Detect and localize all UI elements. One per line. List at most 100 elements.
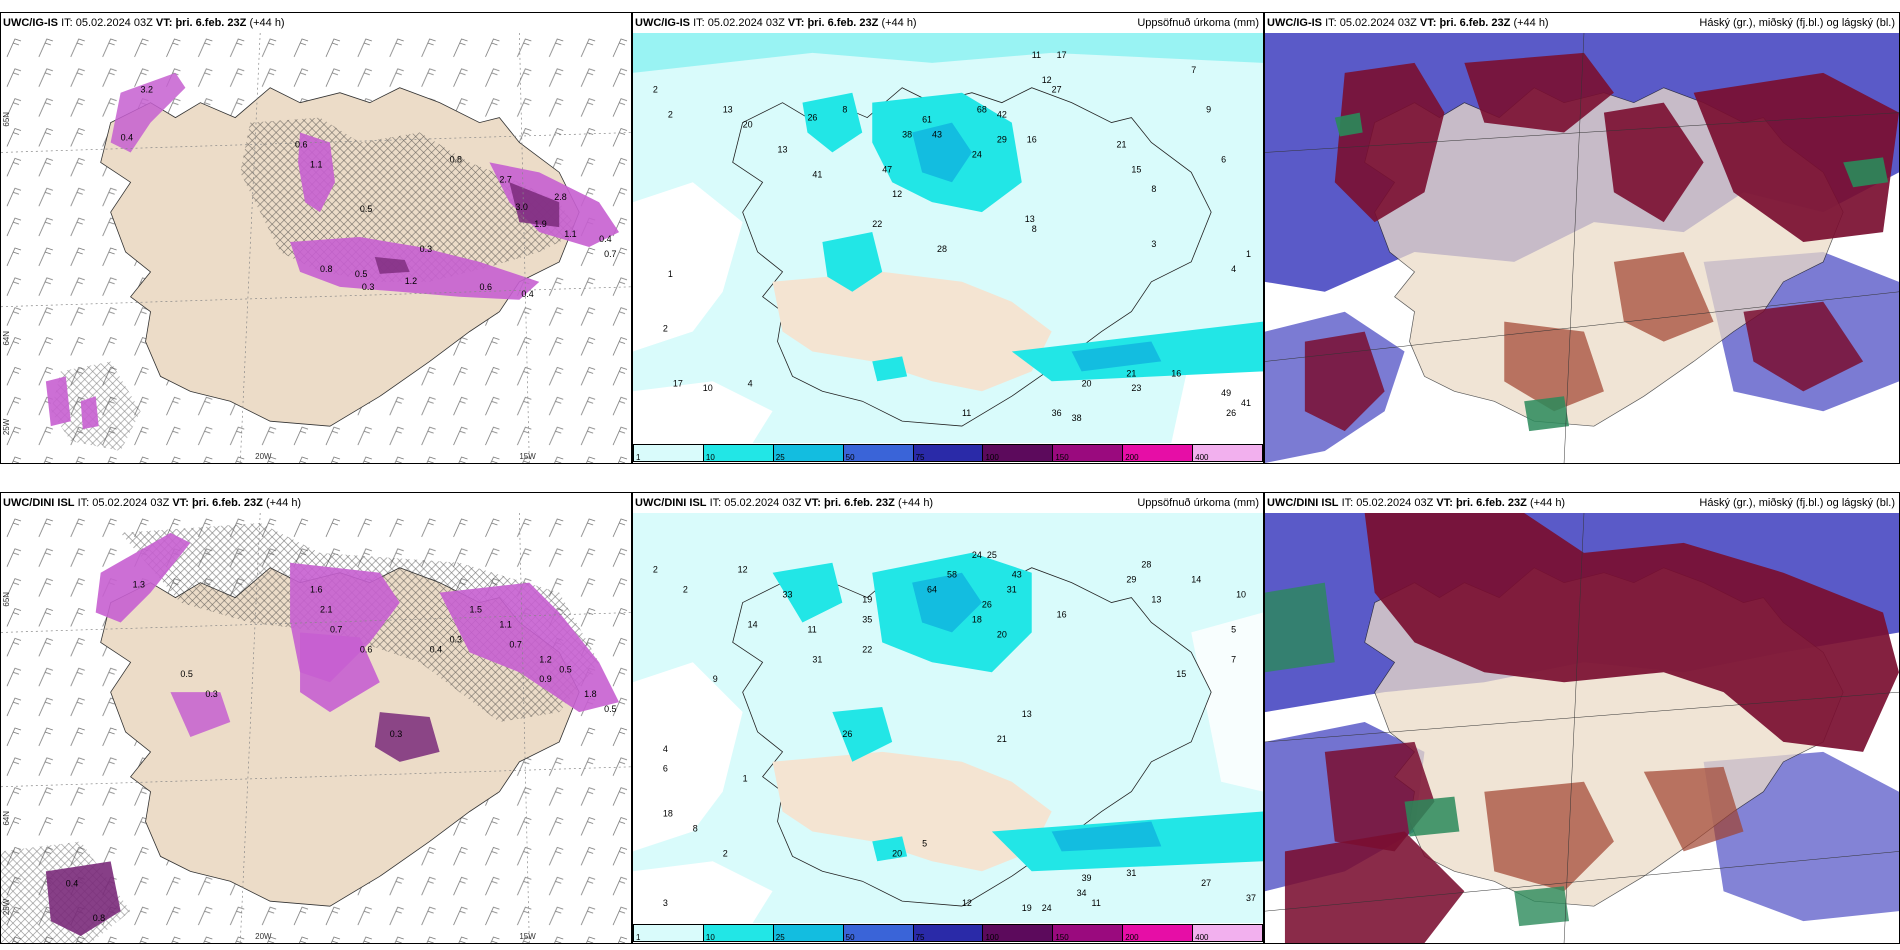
lon-label-20w: 20W	[255, 932, 272, 941]
precip-label: 20	[1082, 378, 1092, 388]
precip-label: 8	[693, 823, 698, 833]
precip-label: 41	[1241, 398, 1251, 408]
precip-label: 8	[1032, 224, 1037, 234]
precip-label: 22	[862, 644, 872, 654]
precip-label: 24	[972, 550, 982, 560]
snow-label: 1.3	[133, 580, 145, 590]
legend-tick: 400	[1195, 453, 1209, 462]
precip-label: 21	[1126, 368, 1136, 378]
precip-label: 26	[982, 600, 992, 610]
panel-title: UWC/DINI ISL IT: 05.02.2024 03Z VT: þri.…	[633, 493, 1263, 513]
precip-label: 35	[862, 614, 872, 624]
snow-label: 1.8	[584, 689, 596, 699]
panel-title: UWC/DINI ISL IT: 05.02.2024 03Z VT: þri.…	[1, 493, 631, 513]
snow-label: 0.5	[180, 669, 192, 679]
precip-map-svg: 2 2 12 33 14 11 19 35 64 58 24 25 43 31 …	[633, 513, 1263, 923]
precip-label: 19	[862, 595, 872, 605]
precip-label: 9	[1206, 105, 1211, 115]
lat-label-65n: 65N	[2, 112, 11, 127]
panel-clouds-ig-is: UWC/IG-IS IT: 05.02.2024 03Z VT: þri. 6.…	[1264, 12, 1900, 464]
snow-label: 2.1	[320, 605, 332, 615]
precip-label: 68	[977, 105, 987, 115]
precip-label: 4	[1231, 264, 1236, 274]
precip-label: 11	[962, 408, 971, 418]
snow-map-svg: 3.2 0.6 1.1 0.4 0.5 0.8 2.7 3.0 2.8 1.9 …	[1, 33, 631, 463]
precip-label: 13	[723, 105, 733, 115]
precip-label: 14	[1191, 575, 1201, 585]
panel-title: UWC/DINI ISL IT: 05.02.2024 03Z VT: þri.…	[1265, 493, 1899, 513]
precip-label: 22	[872, 219, 882, 229]
legend-tick: 10	[705, 453, 715, 462]
snow-label: 1.6	[310, 585, 322, 595]
panel-field-name: Uppsöfnuð úrkoma (mm)	[1137, 17, 1259, 29]
snow-label: 0.4	[430, 644, 442, 654]
precip-label: 1	[1246, 249, 1251, 259]
precip-label: 13	[1025, 214, 1035, 224]
snow-label: 0.5	[360, 204, 372, 214]
precip-label: 13	[1151, 595, 1161, 605]
precip-label: 11	[1032, 50, 1041, 60]
precip-label: 33	[783, 590, 793, 600]
legend-tick: 10	[705, 933, 715, 942]
snow-label: 0.4	[66, 878, 78, 888]
snow-label: 1.2	[539, 654, 551, 664]
precip-label: 12	[1042, 75, 1052, 85]
panel-field-name: Uppsöfnuð úrkoma (mm)	[1137, 497, 1259, 509]
precip-label: 34	[1077, 888, 1087, 898]
legend-tick: 25	[775, 453, 785, 462]
legend-tick: 1	[636, 453, 641, 462]
precip-label: 8	[1151, 184, 1156, 194]
legend-swatch: 25	[773, 925, 844, 942]
precip-label: 43	[1012, 570, 1022, 580]
precip-label: 36	[1052, 408, 1062, 418]
precip-label: 17	[673, 378, 683, 388]
cloud-map	[1265, 33, 1899, 463]
precip-label: 31	[1007, 585, 1017, 595]
precip-label: 24	[972, 149, 982, 159]
snow-label: 0.9	[539, 674, 551, 684]
precip-label: 10	[1236, 590, 1246, 600]
cloud-map-svg	[1265, 33, 1899, 463]
precip-label: 28	[1141, 560, 1151, 570]
precip-label: 38	[1072, 413, 1082, 423]
snow-label: 0.3	[450, 634, 462, 644]
snow-label: 0.5	[604, 704, 616, 714]
precip-label: 39	[1082, 873, 1092, 883]
snow-label: 0.6	[295, 139, 307, 149]
precip-label: 5	[922, 838, 927, 848]
precip-label: 2	[683, 585, 688, 595]
legend-swatch: 400	[1193, 445, 1263, 462]
snow-label: 2.8	[554, 192, 566, 202]
precip-label: 6	[1221, 154, 1226, 164]
snow-label: 0.5	[559, 664, 571, 674]
precip-label: 18	[972, 614, 982, 624]
precip-label: 37	[1246, 893, 1256, 903]
snow-label: 1.1	[564, 229, 576, 239]
snow-label: 2.7	[499, 174, 511, 184]
snow-label: 1.9	[534, 219, 546, 229]
precip-label: 23	[1131, 383, 1141, 393]
legend-swatch: 50	[843, 925, 914, 942]
legend-swatch: 10	[703, 445, 774, 462]
snow-label: 0.7	[604, 249, 616, 259]
lat-label-64n: 64N	[2, 331, 11, 346]
precip-legend: 1 10 25 50 75 100 150 200 400	[633, 924, 1263, 942]
snow-label: 3.0	[515, 202, 527, 212]
precip-label: 1	[743, 774, 748, 784]
precip-map: 2 2 12 33 14 11 19 35 64 58 24 25 43 31 …	[633, 513, 1263, 923]
snow-map: 0.4 0.8 1.3 0.5 0.3 1.6 2.1 0.7 0.6 1.8 …	[1, 513, 631, 943]
panel-title: UWC/IG-IS IT: 05.02.2024 03Z VT: þri. 6.…	[1265, 13, 1899, 33]
precip-label: 3	[663, 898, 668, 908]
legend-swatch: 200	[1123, 445, 1194, 462]
snow-label: 0.8	[93, 913, 105, 923]
precip-label: 2	[663, 324, 668, 334]
snow-label: 0.6	[479, 282, 491, 292]
legend-tick: 1	[636, 933, 641, 942]
precip-label: 15	[1176, 669, 1186, 679]
precip-label: 25	[987, 550, 997, 560]
panel-precip-dini: UWC/DINI ISL IT: 05.02.2024 03Z VT: þri.…	[632, 492, 1264, 944]
legend-swatch: 25	[773, 445, 844, 462]
lon-label-15w: 15W	[519, 932, 536, 941]
precip-label: 38	[902, 129, 912, 139]
precip-label: 11	[807, 624, 816, 634]
